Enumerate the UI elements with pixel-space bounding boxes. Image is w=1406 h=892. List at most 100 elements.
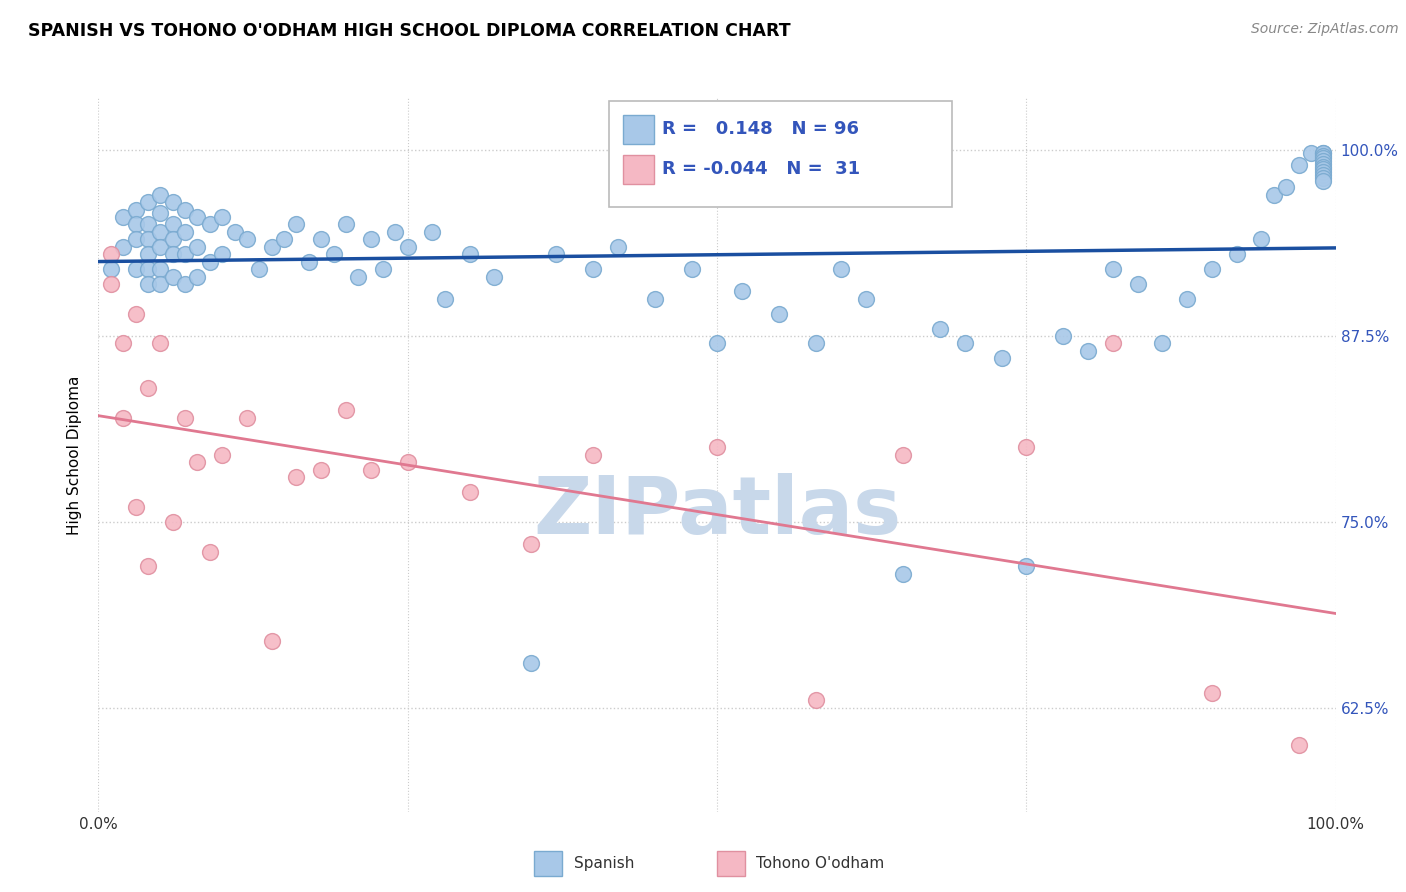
- Point: [520, 537, 543, 551]
- Point: [260, 240, 283, 254]
- Point: [198, 544, 221, 558]
- Point: [347, 269, 370, 284]
- Point: [273, 232, 295, 246]
- Point: [162, 515, 184, 529]
- Point: [830, 262, 852, 277]
- Point: [1312, 149, 1334, 163]
- Point: [149, 205, 172, 219]
- Point: [236, 232, 259, 246]
- Point: [433, 292, 456, 306]
- Point: [1126, 277, 1149, 291]
- Point: [396, 455, 419, 469]
- Point: [174, 247, 197, 261]
- Point: [644, 292, 666, 306]
- Point: [520, 656, 543, 670]
- Point: [174, 410, 197, 425]
- Point: [1102, 262, 1125, 277]
- Point: [1263, 187, 1285, 202]
- Point: [136, 559, 159, 574]
- Text: Spanish: Spanish: [574, 856, 634, 871]
- Point: [458, 485, 481, 500]
- Point: [1152, 336, 1174, 351]
- Point: [186, 455, 208, 469]
- Point: [1312, 160, 1334, 174]
- Point: [990, 351, 1012, 366]
- Point: [360, 232, 382, 246]
- Point: [582, 448, 605, 462]
- Point: [335, 403, 357, 417]
- Point: [1250, 232, 1272, 246]
- Point: [224, 225, 246, 239]
- Point: [124, 500, 146, 514]
- Point: [198, 254, 221, 268]
- Y-axis label: High School Diploma: High School Diploma: [67, 376, 83, 534]
- Point: [136, 218, 159, 232]
- Point: [360, 463, 382, 477]
- Point: [322, 247, 344, 261]
- Point: [1015, 441, 1038, 455]
- Point: [174, 202, 197, 217]
- Point: [607, 240, 630, 254]
- Point: [149, 225, 172, 239]
- Point: [1312, 169, 1334, 183]
- Point: [804, 336, 827, 351]
- Point: [198, 218, 221, 232]
- Point: [1312, 151, 1334, 165]
- Point: [124, 232, 146, 246]
- Point: [162, 232, 184, 246]
- Point: [162, 269, 184, 284]
- Point: [162, 247, 184, 261]
- Point: [371, 262, 394, 277]
- Point: [422, 225, 444, 239]
- Point: [136, 262, 159, 277]
- Point: [162, 218, 184, 232]
- Point: [855, 292, 877, 306]
- Point: [149, 240, 172, 254]
- Point: [136, 247, 159, 261]
- Point: [458, 247, 481, 261]
- Point: [1077, 343, 1099, 358]
- Point: [484, 269, 506, 284]
- Point: [1175, 292, 1198, 306]
- Point: [891, 566, 914, 581]
- Point: [309, 463, 332, 477]
- Point: [211, 210, 233, 224]
- Point: [1312, 146, 1334, 161]
- Point: [211, 448, 233, 462]
- Point: [112, 240, 135, 254]
- Point: [1052, 329, 1074, 343]
- Point: [285, 218, 308, 232]
- Point: [731, 285, 754, 299]
- Point: [174, 277, 197, 291]
- Point: [1201, 262, 1223, 277]
- Point: [1288, 158, 1310, 172]
- Point: [149, 336, 172, 351]
- Point: [112, 210, 135, 224]
- Text: SPANISH VS TOHONO O'ODHAM HIGH SCHOOL DIPLOMA CORRELATION CHART: SPANISH VS TOHONO O'ODHAM HIGH SCHOOL DI…: [28, 22, 790, 40]
- Point: [211, 247, 233, 261]
- Point: [1299, 146, 1322, 161]
- Point: [1288, 738, 1310, 752]
- Point: [124, 307, 146, 321]
- Point: [309, 232, 332, 246]
- Point: [804, 693, 827, 707]
- Point: [162, 195, 184, 210]
- Point: [100, 277, 122, 291]
- Point: [186, 240, 208, 254]
- Point: [236, 410, 259, 425]
- Point: [1201, 686, 1223, 700]
- Point: [174, 225, 197, 239]
- Point: [100, 247, 122, 261]
- Point: [1312, 153, 1334, 168]
- Point: [136, 195, 159, 210]
- Point: [124, 262, 146, 277]
- Point: [136, 277, 159, 291]
- Point: [335, 218, 357, 232]
- Point: [186, 269, 208, 284]
- Point: [1312, 174, 1334, 188]
- Point: [546, 247, 568, 261]
- Point: [186, 210, 208, 224]
- Point: [124, 218, 146, 232]
- Point: [298, 254, 321, 268]
- Point: [124, 202, 146, 217]
